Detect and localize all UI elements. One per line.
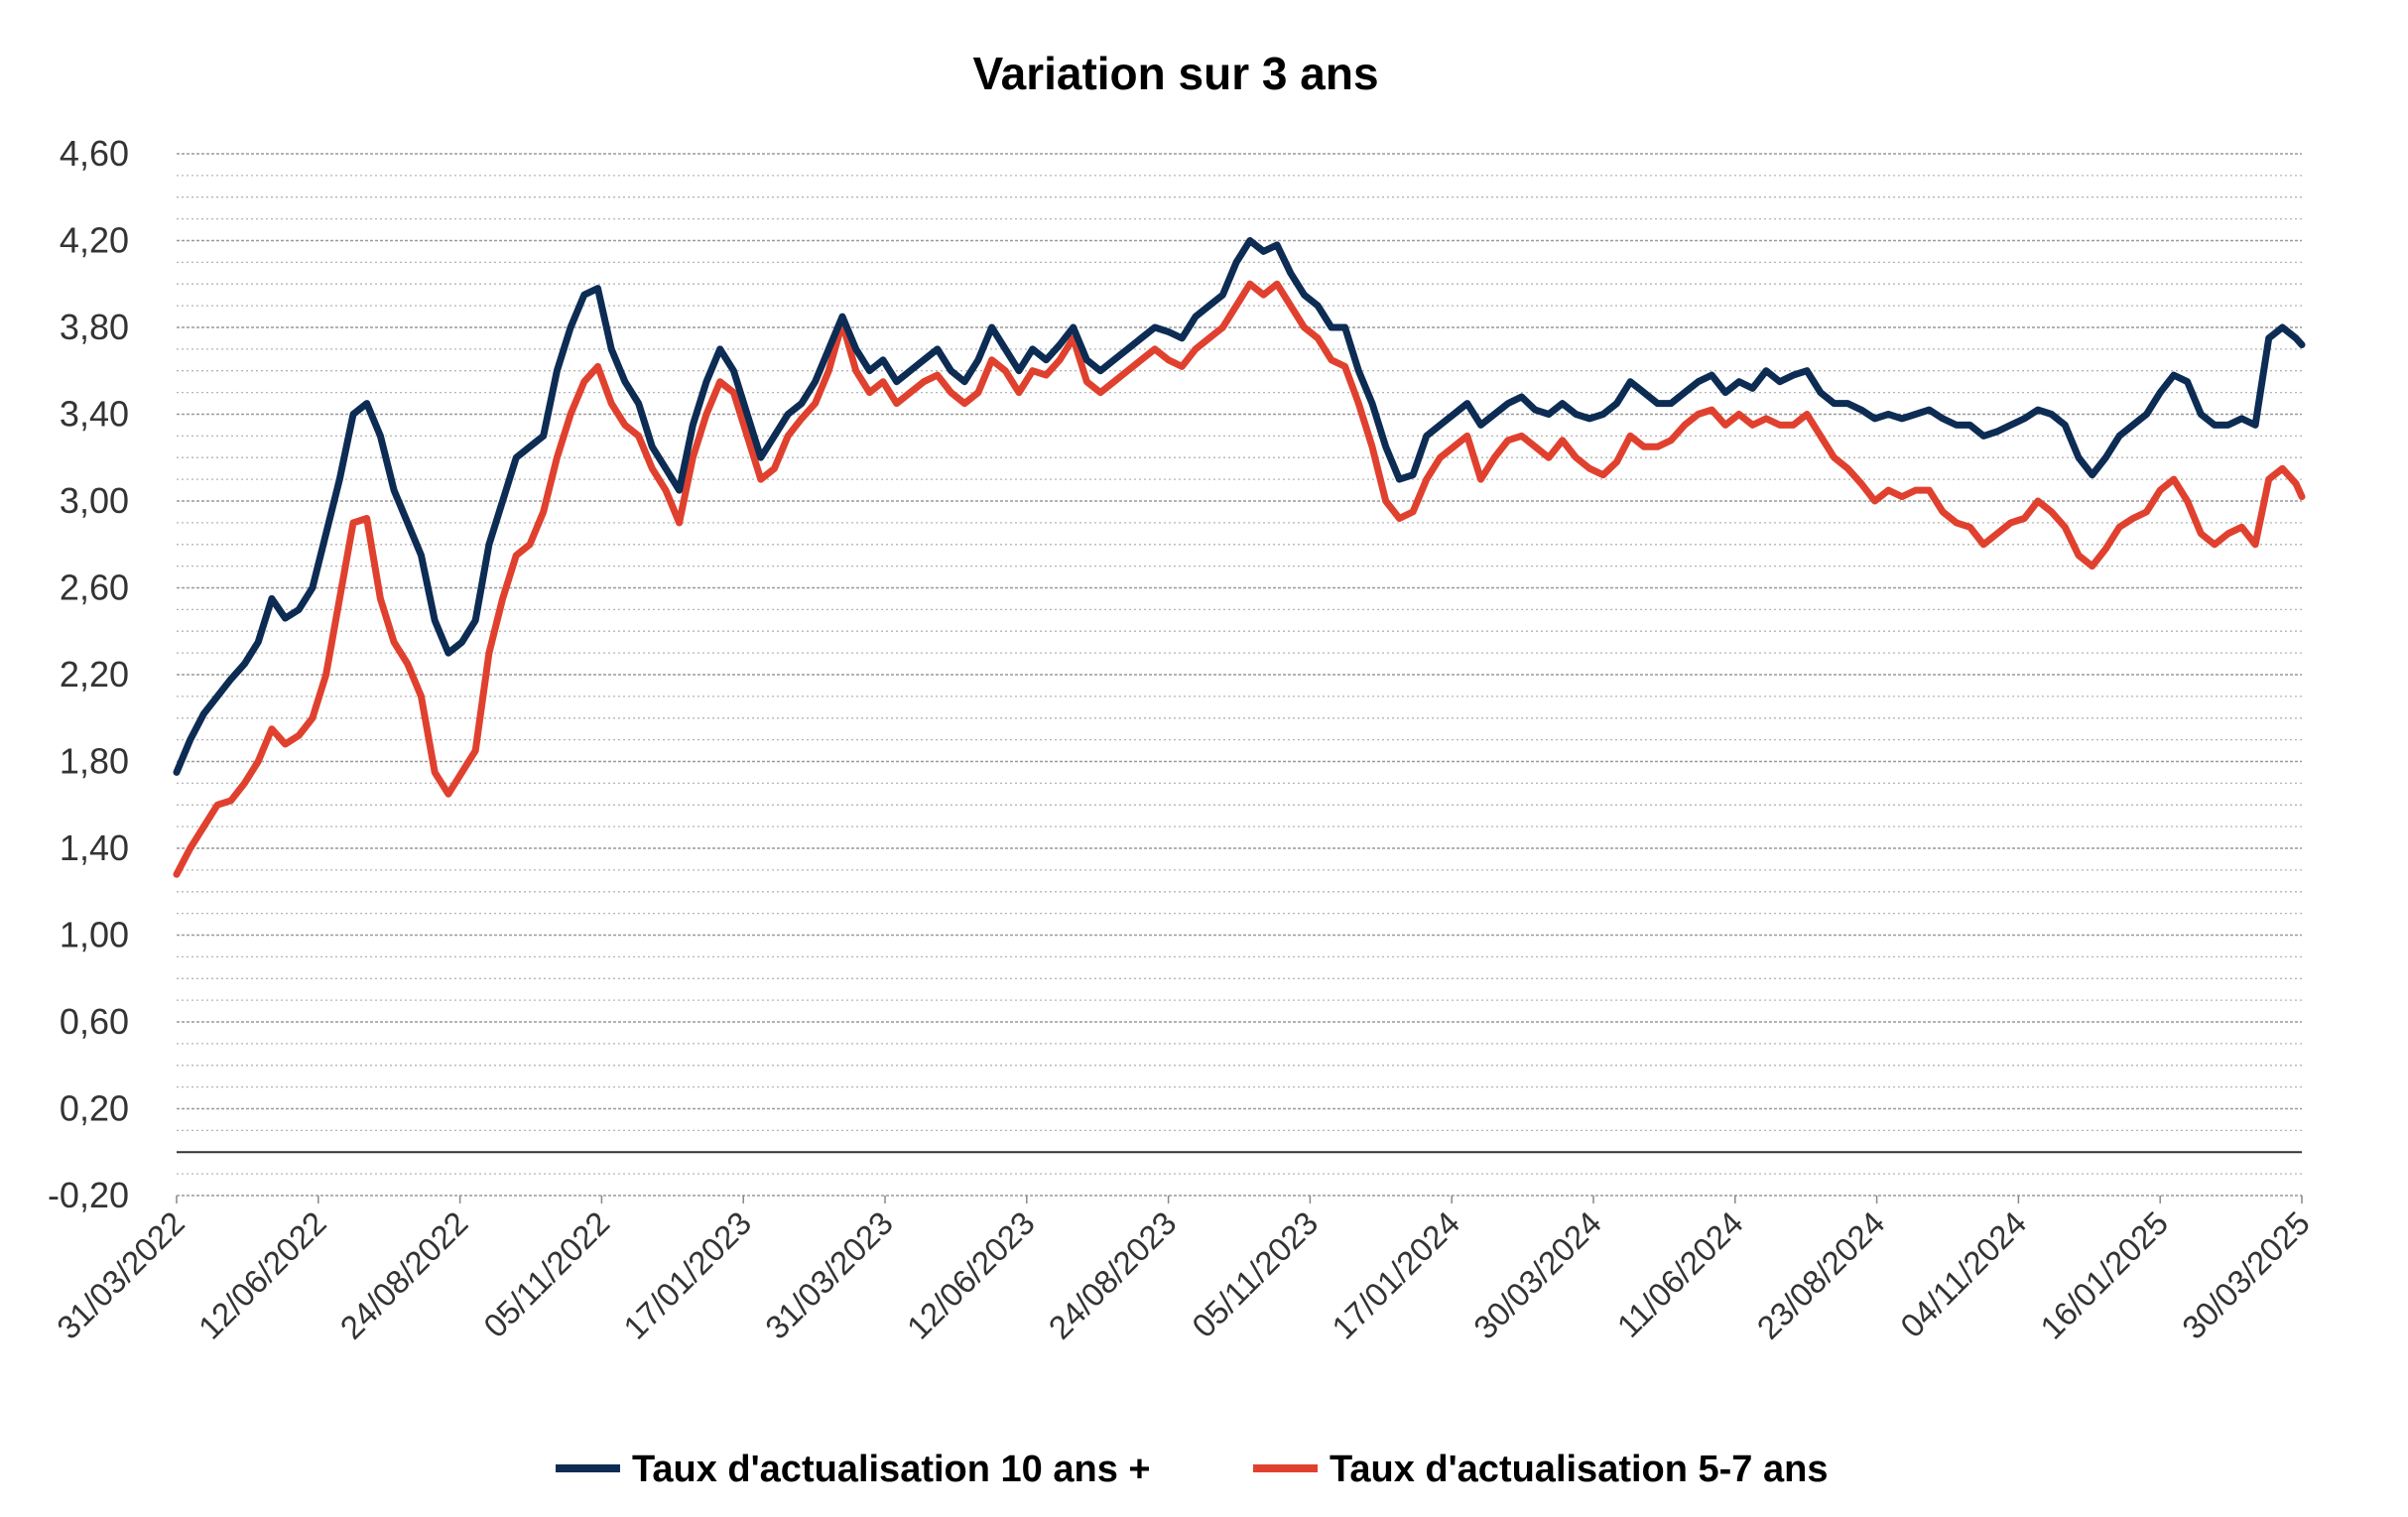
y-axis-ticks: 4,60 4,20 3,80 3,40 3,00 2,60 2,20 1,80 1,40 1,00… — [48, 133, 129, 1215]
y-tick-label: 3,40 — [60, 394, 129, 435]
x-tick-label: 05/11/2023 — [1185, 1204, 1325, 1344]
x-tick-label: 30/03/2025 — [2175, 1204, 2317, 1346]
chart-title: Variation sur 3 ans — [972, 48, 1378, 99]
series-lines — [173, 237, 2306, 878]
x-tick-label: 11/06/2024 — [1610, 1204, 1750, 1344]
y-tick-label: 0,60 — [60, 1001, 129, 1042]
x-tick-label: 12/06/2023 — [900, 1204, 1042, 1346]
x-tick-label: 31/03/2022 — [50, 1204, 191, 1346]
x-tick-label: 24/08/2023 — [1042, 1204, 1184, 1346]
y-tick-label: 1,00 — [60, 915, 129, 955]
x-tick-label: 31/03/2023 — [758, 1204, 900, 1346]
x-tick-label: 04/11/2024 — [1893, 1204, 2033, 1344]
x-tick-label: 23/08/2024 — [1750, 1204, 1892, 1346]
y-tick-label: 3,00 — [60, 480, 129, 521]
legend-label-series1: Taux d'actualisation 10 ans + — [632, 1449, 1151, 1490]
x-tick-label: 16/01/2025 — [2033, 1204, 2175, 1346]
gridlines — [177, 153, 2302, 1197]
y-tick-label: 4,60 — [60, 133, 129, 174]
x-tick-label: 05/11/2022 — [476, 1204, 616, 1344]
x-tick-label: 17/01/2024 — [1325, 1204, 1466, 1346]
y-tick-label: 1,80 — [60, 741, 129, 782]
y-tick-label: 4,20 — [60, 220, 129, 261]
y-tick-label: 0,20 — [60, 1088, 129, 1129]
series-line-5-7-ans — [173, 280, 2306, 878]
x-tick-label: 17/01/2023 — [616, 1204, 758, 1346]
y-tick-label: 1,40 — [60, 827, 129, 868]
y-tick-label: 2,20 — [60, 654, 129, 695]
y-tick-label: 3,80 — [60, 307, 129, 347]
y-tick-label: 2,60 — [60, 568, 129, 608]
y-tick-label: -0,20 — [48, 1175, 129, 1215]
legend: Taux d'actualisation 10 ans + Taux d'act… — [556, 1449, 1828, 1490]
x-tick-label: 12/06/2022 — [191, 1204, 333, 1346]
x-tick-label: 24/08/2022 — [333, 1204, 475, 1346]
legend-label-series2: Taux d'actualisation 5-7 ans — [1330, 1449, 1828, 1490]
series-line-10-ans — [173, 237, 2306, 776]
x-tick-label: 30/03/2024 — [1466, 1204, 1608, 1346]
x-axis-ticks: 31/03/2022 12/06/2022 24/08/2022 05/11/2022… — [50, 1196, 2317, 1346]
